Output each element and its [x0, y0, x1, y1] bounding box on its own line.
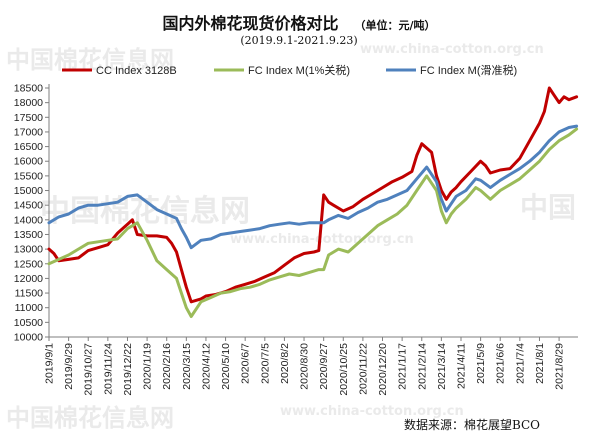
x-tick-label: 2020/9/27 [318, 343, 330, 390]
x-tick-label: 2021/5/9 [475, 343, 487, 384]
x-tick-label: 2020/3/15 [181, 343, 193, 390]
x-tick-label: 2021/2/14 [416, 343, 428, 390]
x-tick-label: 2020/2/16 [161, 343, 173, 390]
x-tick-label: 2020/6/7 [240, 343, 252, 384]
watermark-url-bottom: www.china-cotton.org.cn [280, 404, 464, 419]
chart-title-row: 国内外棉花现货价格对比 （单位：元/吨） [0, 10, 598, 34]
x-tick-label: 2021/8/1 [534, 343, 546, 384]
y-tick-label: 10500 [14, 317, 43, 329]
y-tick-label: 17000 [14, 126, 43, 138]
series-line-3 [47, 124, 579, 250]
y-tick-label: 12000 [14, 273, 43, 285]
x-tick-label: 2019/11/24 [102, 343, 114, 395]
legend-label-2: FC Index M(1%关税) [248, 63, 350, 77]
legend-label-1: CC Index 3128B [96, 65, 177, 77]
y-tick-label: 14500 [14, 200, 43, 212]
unit-label: （单位：元/吨） [354, 19, 436, 32]
y-tick-label: 11000 [15, 302, 44, 314]
y-tick-label: 16500 [14, 141, 43, 153]
x-tick-label: 2020/1/19 [142, 343, 154, 390]
x-tick-label: 2019/12/22 [122, 343, 134, 396]
y-tick-label: 10000 [14, 332, 43, 344]
watermark-url-top: www.china-cotton.org.cn [360, 42, 544, 57]
x-tick-label: 2021/7/4 [514, 343, 526, 384]
x-tick-label: 2020/10/25 [338, 343, 350, 396]
x-tick-label: 2021/1/17 [397, 343, 409, 390]
series-line-2 [47, 127, 579, 318]
chart-title: 国内外棉花现货价格对比 [162, 14, 339, 33]
x-tick-label: 2021/6/6 [495, 343, 507, 384]
series-line-1 [47, 86, 579, 304]
x-tick-label: 2020/12/20 [377, 343, 389, 396]
x-tick-label: 2020/4/12 [200, 343, 212, 390]
y-tick-label: 12500 [14, 258, 43, 270]
x-tick-label: 2021/4/11 [455, 343, 467, 389]
x-tick-label: 2020/5/10 [220, 343, 232, 390]
x-tick-label: 2020/7/5 [259, 343, 271, 384]
x-tick-label: 2020/8/30 [299, 343, 311, 390]
x-tick-label: 2020/11/22 [357, 343, 369, 395]
y-tick-label: 15000 [14, 185, 43, 197]
y-tick-label: 18000 [14, 97, 43, 109]
y-tick-label: 18500 [14, 83, 43, 95]
watermark-cn-right: 中国 [520, 191, 577, 224]
y-tick-label: 16000 [14, 156, 43, 168]
x-tick-label: 2021/3/14 [436, 343, 448, 390]
y-tick-label: 13000 [14, 244, 43, 256]
watermark-cn-bottom: 中国棉花信息网 [6, 404, 174, 432]
y-tick-label: 13500 [14, 229, 43, 241]
y-tick-label: 15500 [14, 170, 43, 182]
y-tick-label: 17500 [14, 112, 43, 124]
y-tick-label: 11500 [15, 288, 44, 300]
chart-subtitle: (2019.9.1-2021.9.23) [240, 34, 358, 47]
x-tick-label: 2019/9/1 [44, 343, 56, 384]
x-tick-label: 2019/10/27 [83, 343, 95, 396]
legend-label-3: FC Index M(滑准税) [420, 63, 517, 77]
x-tick-label: 2019/9/29 [63, 343, 75, 390]
x-tick-label: 2021/8/29 [554, 343, 566, 390]
y-tick-label: 14000 [14, 214, 43, 226]
x-tick-label: 2020/8/2 [279, 343, 291, 384]
data-source: 数据来源：棉花展望BCO [403, 418, 540, 432]
